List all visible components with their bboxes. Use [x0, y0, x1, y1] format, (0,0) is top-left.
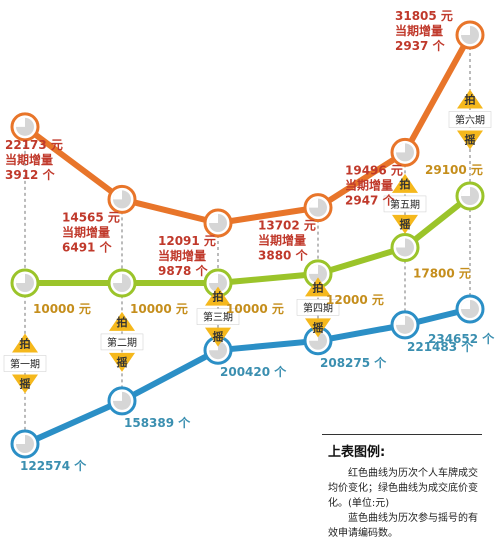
badge-period-label: 第四期: [303, 301, 333, 314]
blue-value-label: 234652 个: [428, 331, 495, 346]
increment-prefix-label: 当期增量: [395, 23, 443, 38]
badge-period-label: 第一期: [10, 358, 40, 371]
legend-title: 上表图例:: [328, 445, 386, 460]
legend: 上表图例: 红色曲线为历次个人车牌成交均价变化；绿色曲线为成交底价变化。(单位:…: [322, 434, 482, 547]
green-value-label: 17800 元: [413, 266, 471, 280]
increment-value-label: 9878 个: [158, 263, 209, 278]
increment-value-label: 3880 个: [258, 248, 309, 263]
badge-top-label: 拍: [213, 290, 224, 304]
green-value-label: 12000 元: [326, 293, 384, 307]
badge-period-label: 第二期: [107, 336, 137, 349]
badge-period-label: 第三期: [203, 311, 233, 324]
red-value-label: 19496 元: [345, 163, 403, 177]
increment-prefix-label: 当期增量: [62, 224, 110, 239]
badge-bottom-label: 摇: [465, 133, 476, 147]
increment-prefix-label: 当期增量: [5, 152, 53, 167]
increment-value-label: 6491 个: [62, 239, 113, 254]
badge-top-label: 拍: [465, 93, 476, 107]
red-value-label: 31805 元: [395, 9, 453, 23]
badge-top-label: 拍: [313, 280, 324, 294]
green-value-label: 29100 元: [425, 163, 483, 177]
increment-value-label: 2937 个: [395, 38, 446, 53]
green-data-point: [390, 232, 420, 262]
blue-value-label: 122574 个: [20, 458, 87, 473]
green-data-point: [10, 268, 40, 298]
green-data-point: [107, 268, 137, 298]
blue-data-point: [10, 429, 40, 459]
blue-data-point: [455, 294, 485, 324]
green-value-label: 10000 元: [33, 302, 91, 316]
increment-prefix-label: 当期增量: [258, 233, 306, 248]
blue-value-label: 221483 个: [407, 339, 474, 354]
red-value-label: 22173 元: [5, 138, 63, 152]
red-value-label: 12091 元: [158, 234, 216, 248]
green-data-point: [455, 181, 485, 211]
blue-data-point: [107, 386, 137, 416]
badge-bottom-label: 摇: [117, 355, 128, 369]
red-data-point: [390, 137, 420, 167]
red-data-point: [10, 112, 40, 142]
increment-prefix-label: 当期增量: [158, 248, 206, 263]
badge-bottom-label: 摇: [20, 377, 31, 391]
badge-period-label: 第六期: [455, 114, 485, 127]
red-data-point: [107, 184, 137, 214]
blue-value-label: 158389 个: [124, 415, 191, 430]
badge-bottom-label: 摇: [400, 217, 411, 231]
red-series-line: [22, 32, 473, 226]
series-points: [10, 20, 485, 459]
blue-value-label: 208275 个: [320, 355, 387, 370]
blue-data-point: [390, 310, 420, 340]
increment-prefix-label: 当期增量: [345, 177, 393, 192]
legend-line-1: 红色曲线为历次个人车牌成交均价变化；绿色曲线为成交底价变化。(单位:元): [328, 468, 478, 509]
badge-top-label: 拍: [20, 337, 31, 351]
green-value-label: 10000 元: [130, 302, 188, 316]
badge-bottom-label: 摇: [313, 320, 324, 334]
red-data-point: [303, 193, 333, 223]
badge-period-label: 第五期: [390, 198, 420, 211]
green-value-label: 10000 元: [226, 302, 284, 316]
increment-value-label: 3912 个: [5, 167, 56, 182]
badge-top-label: 拍: [400, 177, 411, 191]
red-data-point: [455, 20, 485, 50]
blue-data-point: [203, 335, 233, 365]
badge-top-label: 拍: [117, 315, 128, 329]
legend-line-2: 蓝色曲线为历次参与摇号的有效申请编码数。: [328, 513, 478, 539]
blue-value-label: 200420 个: [220, 364, 287, 379]
red-data-point: [203, 208, 233, 238]
badge-bottom-label: 摇: [213, 330, 224, 344]
green-data-point: [203, 268, 233, 298]
red-value-label: 14565 元: [62, 210, 120, 224]
red-value-label: 13702 元: [258, 219, 316, 233]
increment-value-label: 2947 个: [345, 192, 396, 207]
